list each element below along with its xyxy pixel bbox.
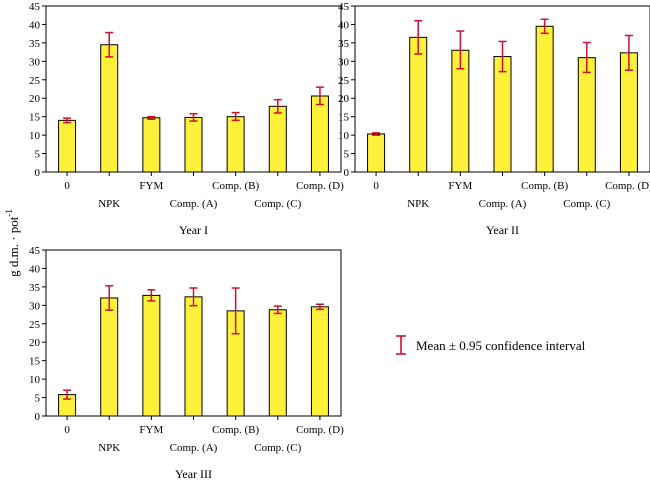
panel-1-bar [58,119,77,173]
panel-3-category-label: Comp. (B) [212,424,259,436]
panel-1-bar [226,116,245,173]
panel-3-category-label: FYM [139,424,163,436]
panel-3-ytick-label: 5 [35,393,41,405]
panel-2-category-label: NPK [407,198,429,210]
panel-1-category-label: FYM [139,180,163,192]
panel-2-ytick-label: 15 [338,112,350,124]
panel-1-ytick-label: 30 [29,56,41,68]
panel-3-ytick-label: 40 [29,263,41,275]
panel-2-ytick-label: 0 [344,167,350,179]
panel-3-ytick-label: 0 [35,411,41,423]
panel-2-ytick-label: 45 [338,1,350,13]
panel-1-bar [184,116,203,173]
panel-3-category-label: NPK [98,442,120,454]
panel-1-ytick-label: 25 [29,75,41,87]
panel-3-bar [268,309,287,417]
panel-3-ytick-label: 15 [29,356,41,368]
panel-1-ytick-label: 0 [35,167,41,179]
panel-2-category-label: Comp. (A) [479,198,527,210]
panel-2-bar [577,57,596,173]
y-axis-label-text: g d.m. · pot [6,216,21,277]
panel-3-ytick-label: 45 [29,245,41,257]
panel-2-title: Year II [486,223,519,237]
y-axis-label: g d.m. · pot-1 [4,209,21,277]
panel-1-bar [268,105,287,173]
panel-3-bar [184,296,203,417]
panel-3: 0 5 10 15 20 25 30 35 40 45 0 NPK FYM Comp. (A) Comp. … [29,245,344,481]
legend-label: Mean ± 0.95 confidence interval [416,338,586,353]
panel-2-ytick-label: 10 [338,130,350,142]
panel-2-category-label: FYM [448,180,472,192]
panel-2-bar [493,56,512,173]
charts: 0 5 10 15 20 25 30 35 40 45 0 NPK FYM Comp. (A) Comp. … [29,1,650,481]
panel-2-category-label: 0 [373,180,379,192]
panel-3-category-label: Comp. (A) [170,442,218,454]
panel-2-ytick-label: 30 [338,56,350,68]
panel-2-ytick-label: 5 [344,149,350,161]
panel-2-bar [535,25,554,173]
panel-1-category-label: NPK [98,198,120,210]
panel-2-ytick-label: 40 [338,19,350,31]
panel-3-category-label: Comp. (D) [296,424,344,436]
panel-1-bar [100,44,119,173]
panel-2-bar [367,133,386,173]
panel-2-bar [409,36,428,173]
panel-3-ytick-label: 25 [29,319,41,331]
panel-2-category-label: Comp. (B) [521,180,568,192]
panel-3-bar [142,294,161,417]
panel-1-ytick-label: 40 [29,19,41,31]
panel-2-ytick-label: 20 [338,93,350,105]
panel-1-bar [310,95,329,173]
panel-1-ytick-label: 20 [29,93,41,105]
panel-3-bar [100,297,119,417]
panel-1-category-label: Comp. (C) [254,198,301,210]
panel-3-title: Year III [175,467,212,481]
panel-3-category-label: Comp. (C) [254,442,301,454]
panel-1-category-label: 0 [64,180,70,192]
panel-2-ytick-label: 25 [338,75,350,87]
svg-text:g d.m. · pot-1: g d.m. · pot-1 [4,209,21,277]
panel-3-bar [310,306,329,417]
panel-1-ytick-label: 45 [29,1,41,13]
panel-2-ytick-label: 35 [338,38,350,50]
panel-3-ytick-label: 10 [29,374,41,386]
panel-3-ytick-label: 30 [29,300,41,312]
panel-1-bar [142,117,161,173]
y-axis-label-superscript: -1 [4,209,14,217]
panel-1: 0 5 10 15 20 25 30 35 40 45 0 NPK FYM Comp. (A) Comp. … [29,1,344,237]
panel-1-ytick-label: 10 [29,130,41,142]
panel-1-ytick-label: 15 [29,112,41,124]
panel-1-title: Year I [179,223,208,237]
panel-1-category-label: Comp. (B) [212,180,259,192]
panel-1-category-label: Comp. (A) [170,198,218,210]
panel-1-ytick-label: 5 [35,149,41,161]
legend: Mean ± 0.95 confidence interval [396,335,586,355]
panel-3-ytick-label: 35 [29,282,41,294]
panel-3-category-label: 0 [64,424,70,436]
panel-1-category-label: Comp. (D) [296,180,344,192]
panel-2-category-label: Comp. (C) [563,198,610,210]
panel-2: 0 5 10 15 20 25 30 35 40 45 0 NPK FYM Comp. (A) Comp. … [338,1,650,237]
panel-3-ytick-label: 20 [29,337,41,349]
panel-2-category-label: Comp. (D) [605,180,650,192]
panel-1-ytick-label: 35 [29,38,41,50]
